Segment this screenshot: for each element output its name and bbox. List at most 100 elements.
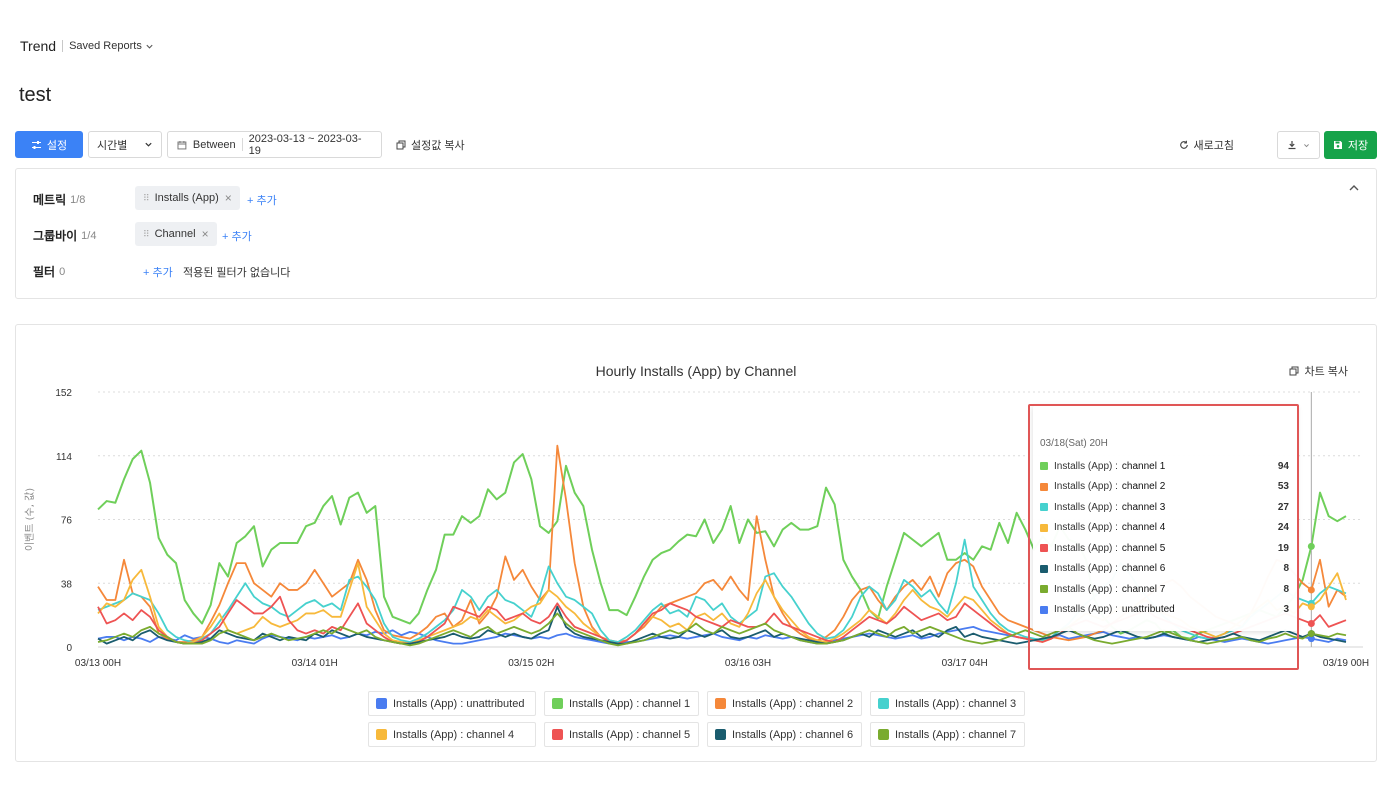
tooltip-channel: channel 6 bbox=[1121, 563, 1166, 574]
legend-label: Installs (App) : channel 2 bbox=[732, 697, 854, 710]
add-groupby-link[interactable]: + 추가 bbox=[222, 231, 252, 243]
y-tick-label: 76 bbox=[61, 516, 73, 527]
legend-label: Installs (App) : channel 7 bbox=[895, 728, 1017, 741]
groupby-chip-label: Channel bbox=[154, 228, 196, 240]
date-range-picker[interactable]: Between 2023-03-13 ~ 2023-03-19 bbox=[167, 131, 382, 158]
groupby-label: 그룹바이 bbox=[33, 229, 78, 243]
legend-item[interactable]: Installs (App) : channel 1 bbox=[544, 691, 699, 716]
hover-point-marker bbox=[1307, 542, 1315, 550]
date-range-value: 2023-03-13 ~ 2023-03-19 bbox=[248, 132, 362, 157]
y-tick-label: 152 bbox=[55, 388, 72, 399]
series-line-channel-7[interactable] bbox=[97, 612, 1347, 647]
metric-label: 메트릭 bbox=[33, 193, 67, 207]
filter-count: 0 bbox=[59, 265, 66, 278]
legend-label: Installs (App) : channel 6 bbox=[732, 728, 854, 741]
close-icon[interactable]: × bbox=[224, 191, 232, 205]
refresh-icon bbox=[1179, 140, 1188, 149]
tooltip-row: Installs (App) : channel 6 8 bbox=[1040, 562, 1289, 576]
tooltip-metric: Installs (App) : bbox=[1054, 481, 1118, 492]
save-icon bbox=[1333, 141, 1342, 149]
chevron-down-icon bbox=[146, 44, 153, 49]
legend-item[interactable]: Installs (App) : channel 3 bbox=[870, 691, 1025, 716]
tooltip-swatch bbox=[1040, 605, 1048, 614]
tooltip-row: Installs (App) : channel 5 19 bbox=[1040, 541, 1289, 555]
drag-handle-icon[interactable]: ⠿ bbox=[143, 228, 150, 239]
saved-reports-label: Saved Reports bbox=[69, 40, 142, 52]
x-tick-label: 03/14 01H bbox=[292, 658, 338, 669]
page-title: test bbox=[19, 84, 52, 106]
legend-item[interactable]: Installs (App) : channel 7 bbox=[870, 722, 1025, 747]
chart-tooltip: 03/18(Sat) 20H Installs (App) : channel 1… bbox=[1033, 406, 1297, 631]
copy-icon bbox=[1289, 366, 1299, 376]
tooltip-metric: Installs (App) : bbox=[1054, 583, 1118, 595]
refresh-label: 새로고침 bbox=[1193, 140, 1234, 152]
legend-swatch bbox=[715, 698, 726, 709]
time-granularity-value: 시간별 bbox=[97, 139, 128, 152]
download-button[interactable] bbox=[1277, 131, 1320, 159]
saved-reports-dropdown[interactable]: Saved Reports bbox=[69, 40, 154, 52]
calendar-icon bbox=[177, 140, 187, 149]
add-metric-link[interactable]: + 추가 bbox=[247, 195, 277, 207]
settings-panel: 메트릭 1/8 ⠿ Installs (App) × + 추가 그룹바이 1/4… bbox=[15, 168, 1377, 299]
tooltip-swatch bbox=[1040, 462, 1048, 470]
legend-item[interactable]: Installs (App) : unattributed bbox=[368, 691, 536, 716]
x-tick-label: 03/13 00H bbox=[75, 658, 121, 669]
tooltip-metric: Installs (App) : bbox=[1054, 460, 1118, 472]
tooltip-swatch bbox=[1040, 544, 1048, 552]
groupby-chip[interactable]: ⠿ Channel × bbox=[135, 222, 217, 246]
legend-item[interactable]: Installs (App) : channel 5 bbox=[544, 722, 699, 747]
hover-point-marker bbox=[1307, 586, 1315, 594]
x-tick-label: 03/16 03H bbox=[725, 658, 771, 669]
tooltip-swatch bbox=[1040, 503, 1048, 511]
x-tick-label: 03/15 02H bbox=[508, 658, 554, 669]
legend-swatch bbox=[376, 698, 387, 709]
app-brand: Trend bbox=[20, 38, 57, 54]
legend-item[interactable]: Installs (App) : channel 4 bbox=[368, 722, 536, 747]
legend-item[interactable]: Installs (App) : channel 2 bbox=[707, 691, 862, 716]
tooltip-row: Installs (App) : unattributed 3 bbox=[1040, 603, 1289, 617]
date-range-prefix: Between bbox=[192, 138, 236, 151]
tooltip-channel: channel 2 bbox=[1121, 481, 1166, 492]
tooltip-row: Installs (App) : channel 2 53 bbox=[1040, 480, 1289, 494]
metric-chip[interactable]: ⠿ Installs (App) × bbox=[135, 186, 240, 210]
settings-button[interactable]: 설정 bbox=[15, 131, 83, 158]
x-tick-label: 03/17 04H bbox=[942, 658, 988, 669]
tooltip-metric: Installs (App) : bbox=[1054, 501, 1118, 513]
toolbar: 설정 시간별 Between 2023-03-13 ~ 2023-03-19 설… bbox=[15, 131, 1377, 159]
legend-swatch bbox=[878, 698, 889, 709]
chevron-down-icon bbox=[145, 142, 152, 147]
groupby-row: 그룹바이 1/4 bbox=[33, 227, 96, 244]
tooltip-value: 53 bbox=[1277, 481, 1289, 492]
time-granularity-select[interactable]: 시간별 bbox=[88, 131, 162, 158]
add-filter-link[interactable]: + 추가 bbox=[143, 267, 173, 279]
legend-item[interactable]: Installs (App) : channel 6 bbox=[707, 722, 862, 747]
tooltip-metric: Installs (App) : bbox=[1054, 542, 1118, 554]
tooltip-channel: channel 3 bbox=[1121, 501, 1166, 513]
tooltip-date: 03/18(Sat) 20H bbox=[1040, 438, 1108, 449]
y-tick-label: 38 bbox=[61, 579, 73, 590]
filter-row: 필터 0 bbox=[33, 263, 65, 280]
hover-point-marker bbox=[1307, 620, 1315, 628]
copy-settings-button[interactable]: 설정값 복사 bbox=[396, 137, 465, 153]
copy-chart-button[interactable]: 차트 복사 bbox=[1289, 363, 1348, 379]
refresh-button[interactable]: 새로고침 bbox=[1179, 137, 1234, 153]
settings-button-label: 설정 bbox=[46, 139, 68, 152]
legend-swatch bbox=[552, 698, 563, 709]
legend-swatch bbox=[376, 729, 387, 740]
tooltip-value: 94 bbox=[1277, 460, 1289, 472]
legend-swatch bbox=[878, 729, 889, 740]
legend-label: Installs (App) : channel 4 bbox=[393, 728, 515, 741]
tooltip-swatch bbox=[1040, 523, 1048, 532]
tooltip-swatch bbox=[1040, 564, 1048, 573]
drag-handle-icon[interactable]: ⠿ bbox=[143, 192, 150, 203]
close-icon[interactable]: × bbox=[201, 227, 209, 241]
chevron-up-icon[interactable] bbox=[1347, 181, 1361, 195]
save-button[interactable]: 저장 bbox=[1324, 131, 1377, 159]
chart-panel: Hourly Installs (App) by Channel 차트 복사 bbox=[15, 324, 1377, 762]
tooltip-channel: unattributed bbox=[1121, 604, 1175, 615]
series-line-channel-6[interactable] bbox=[97, 605, 1347, 645]
tooltip-row: Installs (App) : channel 3 27 bbox=[1040, 500, 1289, 514]
chart-title: Hourly Installs (App) by Channel bbox=[595, 363, 797, 379]
tooltip-swatch bbox=[1040, 585, 1048, 593]
